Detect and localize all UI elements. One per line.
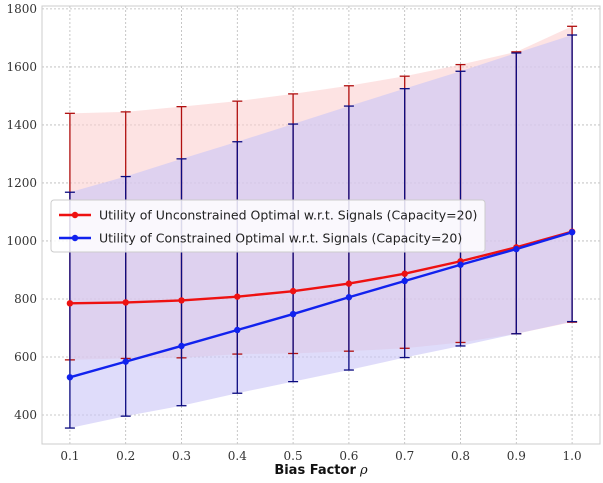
data-point	[457, 261, 464, 268]
data-point	[289, 310, 297, 318]
data-point	[178, 297, 185, 304]
data-point	[234, 326, 241, 334]
y-tick-label: 800	[14, 292, 37, 306]
y-axis-ticks: 400 600 800 1000 1200 1400 1600 1800	[6, 2, 37, 422]
legend-marker-2	[71, 234, 79, 242]
data-point	[122, 299, 129, 306]
x-tick-label: 0.7	[395, 449, 414, 463]
legend-label-2: Utility of Constrained Optimal w.r.t. Si…	[99, 231, 462, 246]
series-points	[66, 228, 576, 381]
x-axis-label: Bias Factor ρ	[274, 463, 368, 478]
y-tick-label: 1800	[6, 2, 37, 16]
data-point	[234, 293, 241, 300]
data-point	[345, 294, 353, 301]
data-point	[401, 277, 408, 285]
data-point	[568, 229, 576, 236]
x-tick-label: 0.9	[507, 449, 526, 463]
x-axis-ticks: 0.1 0.2 0.3 0.4 0.5 0.6 0.7 0.8 0.9 1.0	[60, 449, 581, 463]
legend: Utility of Unconstrained Optimal w.r.t. …	[50, 199, 486, 253]
y-tick-label: 1400	[6, 118, 37, 132]
legend-marker-1	[71, 211, 79, 219]
x-tick-label: 1.0	[563, 449, 582, 463]
legend-box	[50, 199, 486, 253]
x-tick-label: 0.1	[60, 449, 79, 463]
x-tick-label: 0.5	[284, 449, 303, 463]
x-tick-label: 0.6	[339, 449, 358, 463]
y-tick-label: 1000	[6, 234, 37, 248]
series-line-2	[69, 231, 573, 379]
series-line-1	[69, 230, 573, 305]
y-tick-label: 1600	[6, 60, 37, 74]
x-tick-label: 0.3	[172, 449, 191, 463]
data-point	[345, 280, 353, 287]
y-tick-label: 400	[14, 408, 37, 422]
data-point	[122, 358, 129, 365]
x-tick-label: 0.4	[228, 449, 247, 463]
data-point	[66, 300, 74, 307]
data-point	[289, 287, 297, 295]
data-point	[178, 342, 185, 350]
y-tick-label: 600	[14, 350, 37, 364]
data-point	[66, 374, 74, 381]
x-tick-label: 0.8	[451, 449, 470, 463]
plot-frame	[41, 5, 601, 445]
x-tick-label: 0.2	[116, 449, 135, 463]
legend-label-1: Utility of Unconstrained Optimal w.r.t. …	[99, 208, 477, 223]
y-tick-label: 1200	[6, 176, 37, 190]
series-lines	[69, 230, 573, 379]
data-point	[513, 245, 520, 253]
data-point	[401, 270, 408, 277]
